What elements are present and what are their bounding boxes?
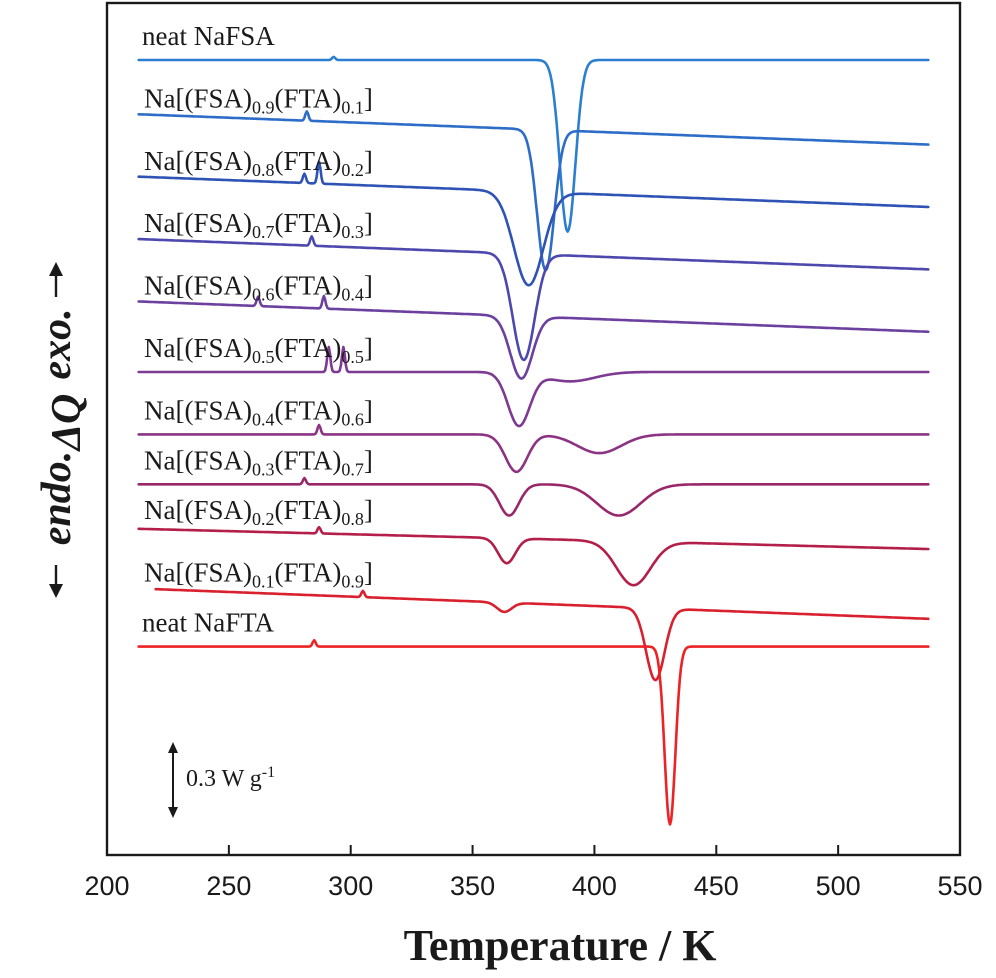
series-label-text: Na[(FSA) xyxy=(144,495,252,525)
series-label-text: (FTA) xyxy=(275,271,342,301)
trace-series-5 xyxy=(137,345,930,428)
series-label-9: Na[(FSA)0.1(FTA)0.9] xyxy=(144,558,373,592)
series-label-5: Na[(FSA)0.5(FTA)0.5] xyxy=(144,333,373,367)
series-label-text: (FTA) xyxy=(275,83,342,113)
trace-series-1 xyxy=(137,110,930,272)
series-label-text: ] xyxy=(364,333,373,363)
series-label-subscript: 0.5 xyxy=(252,347,275,367)
x-tick-label: 350 xyxy=(450,871,495,901)
series-label-text: Na[(FSA) xyxy=(144,558,252,588)
series-label-subscript: 0.3 xyxy=(252,459,275,479)
series-label-text: ] xyxy=(364,395,373,425)
scale-bar: 0.3 W g-1 xyxy=(168,742,275,818)
series-label-10: neat NaFTA xyxy=(142,608,275,638)
series-label-6: Na[(FSA)0.4(FTA)0.6] xyxy=(144,395,373,429)
series-label-text: (FTA) xyxy=(275,395,342,425)
endo-arrowhead-icon xyxy=(49,584,63,598)
traces xyxy=(137,55,930,826)
scale-bar-up-arrow-icon xyxy=(168,742,178,753)
series-label-4: Na[(FSA)0.6(FTA)0.4] xyxy=(144,271,373,305)
series-label-subscript: 0.4 xyxy=(252,409,275,429)
series-label-text: neat NaFTA xyxy=(142,608,275,638)
series-label-text: (FTA) xyxy=(275,333,342,363)
series-label-subscript: 0.5 xyxy=(341,347,364,367)
x-tick-label: 450 xyxy=(694,871,739,901)
series-label-subscript: 0.4 xyxy=(341,285,364,305)
series-label-subscript: 0.6 xyxy=(341,409,364,429)
series-label-8: Na[(FSA)0.2(FTA)0.8] xyxy=(144,495,373,529)
series-label-subscript: 0.3 xyxy=(341,222,364,242)
series-label-text: Na[(FSA) xyxy=(144,146,252,176)
x-tick-label: 550 xyxy=(937,871,982,901)
series-label-subscript: 0.9 xyxy=(252,97,275,117)
trace-series-9 xyxy=(154,587,930,682)
series-label-subscript: 0.1 xyxy=(252,572,275,592)
series-label-subscript: 0.8 xyxy=(341,509,364,529)
x-tick-label: 400 xyxy=(572,871,617,901)
scale-bar-value: 0.3 W g-1 xyxy=(186,764,275,792)
series-label-text: Na[(FSA) xyxy=(144,395,252,425)
series-label-3: Na[(FSA)0.7(FTA)0.3] xyxy=(144,208,373,242)
series-label-text: ] xyxy=(364,208,373,238)
series-labels: neat NaFSANa[(FSA)0.9(FTA)0.1]Na[(FSA)0.… xyxy=(142,21,373,638)
series-label-7: Na[(FSA)0.3(FTA)0.7] xyxy=(144,445,373,479)
series-label-subscript: 0.2 xyxy=(252,509,275,529)
x-tick-label: 200 xyxy=(84,871,129,901)
exo-arrowhead-icon xyxy=(49,262,63,276)
series-label-text: (FTA) xyxy=(275,495,342,525)
series-label-2: Na[(FSA)0.8(FTA)0.2] xyxy=(144,146,373,180)
series-label-text: ] xyxy=(364,495,373,525)
series-label-0: neat NaFSA xyxy=(142,21,275,51)
series-label-text: Na[(FSA) xyxy=(144,208,252,238)
series-label-text: (FTA) xyxy=(275,558,342,588)
series-label-text: Na[(FSA) xyxy=(144,445,252,475)
series-label-text: ] xyxy=(364,271,373,301)
trace-series-4 xyxy=(137,294,930,380)
series-label-text: (FTA) xyxy=(275,208,342,238)
series-label-text: (FTA) xyxy=(275,146,342,176)
trace-series-0 xyxy=(137,55,930,233)
series-label-subscript: 0.2 xyxy=(341,160,364,180)
series-label-text: neat NaFSA xyxy=(142,21,275,51)
series-label-subscript: 0.1 xyxy=(341,97,364,117)
trace-series-10 xyxy=(137,638,930,826)
series-label-subscript: 0.9 xyxy=(341,572,364,592)
x-tick-label: 500 xyxy=(816,871,861,901)
series-label-text: Na[(FSA) xyxy=(144,333,252,363)
series-label-text: ] xyxy=(364,83,373,113)
trace-series-3 xyxy=(137,235,930,362)
trace-series-8 xyxy=(137,525,930,587)
series-label-1: Na[(FSA)0.9(FTA)0.1] xyxy=(144,83,373,117)
series-label-text: Na[(FSA) xyxy=(144,83,252,113)
x-axis-label: Temperature / K xyxy=(404,921,717,970)
series-label-subscript: 0.7 xyxy=(341,459,364,479)
series-label-text: ] xyxy=(364,445,373,475)
delta-q-label: ΔQ xyxy=(44,394,90,453)
series-label-text: (FTA) xyxy=(275,445,342,475)
series-label-subscript: 0.8 xyxy=(252,160,275,180)
series-label-text: Na[(FSA) xyxy=(144,271,252,301)
trace-series-7 xyxy=(137,476,930,517)
plot-frame xyxy=(105,1,962,857)
endo-label: endo. xyxy=(34,451,80,546)
x-tick-label: 300 xyxy=(328,871,373,901)
series-label-subscript: 0.6 xyxy=(252,285,275,305)
x-axis: 200 250 300 350 400 450 500 550 xyxy=(84,845,983,901)
series-label-subscript: 0.7 xyxy=(252,222,275,242)
exo-label: exo. xyxy=(34,308,80,379)
trace-series-2 xyxy=(137,160,930,287)
trace-series-6 xyxy=(137,423,930,474)
y-axis-label-mask xyxy=(30,297,78,565)
scale-bar-down-arrow-icon xyxy=(168,807,178,818)
series-label-text: ] xyxy=(364,146,373,176)
y-axis-label: endo. ΔQ exo. xyxy=(30,262,90,598)
x-tick-label: 250 xyxy=(206,871,251,901)
series-label-text: ] xyxy=(364,558,373,588)
